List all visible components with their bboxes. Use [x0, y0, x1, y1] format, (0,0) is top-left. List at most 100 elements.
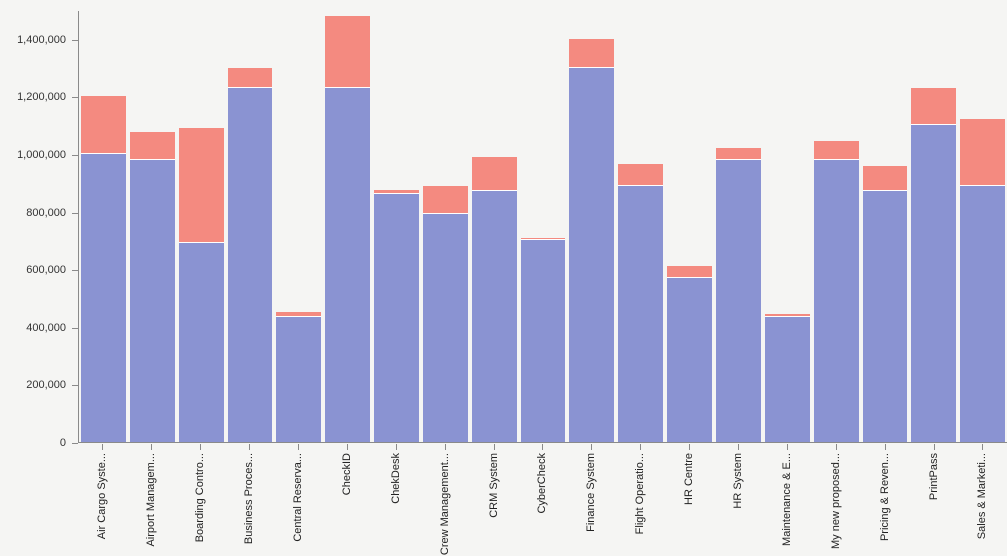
x-axis-category: Maintenance & E... [762, 444, 811, 556]
x-axis-category-label: HR Centre [683, 453, 696, 505]
bar-segment-bottom[interactable] [276, 316, 322, 442]
bar-segment-bottom[interactable] [178, 243, 224, 442]
bar-segment-bottom[interactable] [764, 316, 810, 442]
x-axis-category: Finance System [567, 444, 616, 556]
bar-group[interactable] [567, 11, 616, 442]
bar-segment-bottom[interactable] [471, 191, 517, 442]
bar-segment-bottom[interactable] [911, 125, 957, 442]
bar-segment-bottom[interactable] [374, 194, 419, 442]
x-axis-category-label: My new proposed... [829, 453, 842, 549]
x-axis-tick [346, 444, 348, 450]
x-axis-category: HR Centre [665, 444, 714, 556]
y-axis-tick-label: 600,000 [26, 264, 66, 277]
x-axis-category: HR System [714, 444, 763, 556]
bar-group[interactable] [323, 11, 372, 442]
bar-group[interactable] [274, 11, 323, 442]
bar-segment-top[interactable] [715, 148, 761, 160]
bar-segment-top[interactable] [374, 190, 419, 195]
x-axis-tick [738, 444, 740, 450]
bar-group[interactable] [763, 11, 812, 442]
x-axis-tick [395, 444, 397, 450]
bar-group[interactable] [714, 11, 763, 442]
bar-group[interactable] [177, 11, 226, 442]
x-axis-category: Business Proces... [225, 444, 274, 556]
x-axis-category: Boarding Contro... [176, 444, 225, 556]
x-axis-tick [786, 444, 788, 450]
bar-group[interactable] [665, 11, 714, 442]
bar-segment-bottom[interactable] [325, 87, 371, 442]
bar-segment-bottom[interactable] [862, 191, 908, 442]
x-axis-category-label: Crew Management... [438, 453, 451, 556]
x-axis-category: PrintPass [909, 444, 958, 556]
x-axis-category: CyberCheck [518, 444, 567, 556]
bar-group[interactable] [958, 11, 1007, 442]
bar-segment-bottom[interactable] [81, 154, 126, 442]
bar-segment-top[interactable] [862, 165, 908, 192]
bar-segment-top[interactable] [520, 237, 566, 241]
x-axis-tick [298, 444, 299, 450]
bar-group[interactable] [812, 11, 861, 442]
bar-group[interactable] [128, 11, 177, 442]
bar-segment-top[interactable] [227, 67, 273, 88]
bar-segment-bottom[interactable] [813, 159, 859, 442]
x-axis-category: My new proposed... [811, 444, 860, 556]
bar-segment-bottom[interactable] [618, 185, 664, 442]
bar-group[interactable] [861, 11, 910, 442]
bar-group[interactable] [519, 11, 568, 442]
x-axis-tick [200, 444, 202, 450]
bar-segment-top[interactable] [667, 266, 712, 278]
x-axis-tick [640, 444, 642, 450]
x-axis: Air Cargo Syste... Airport Managem... Boar… [78, 444, 1007, 556]
bar-group[interactable] [226, 11, 275, 442]
x-axis-category-label: Finance System [585, 453, 598, 532]
bar-segment-top[interactable] [813, 141, 859, 160]
y-axis-tick-label: 400,000 [26, 321, 66, 334]
bar-group[interactable] [372, 11, 421, 442]
bar-segment-bottom[interactable] [227, 87, 273, 442]
bar-group[interactable] [909, 11, 958, 442]
bar-segment-bottom[interactable] [667, 277, 712, 442]
bar-group[interactable] [470, 11, 519, 442]
x-axis-tick [151, 444, 153, 450]
bar-segment-top[interactable] [569, 38, 615, 68]
x-axis-category-label: HR System [732, 453, 745, 509]
bar-segment-top[interactable] [911, 87, 957, 126]
bar-group[interactable] [79, 11, 128, 442]
bar-segment-top[interactable] [129, 132, 175, 160]
y-axis-tick-label: 800,000 [26, 206, 66, 219]
y-axis-tick [72, 39, 78, 41]
bar-segment-top[interactable] [422, 185, 468, 215]
bar-group[interactable] [421, 11, 470, 442]
bar-segment-bottom[interactable] [715, 159, 761, 442]
y-axis-tick-label: 1,000,000 [17, 149, 66, 161]
x-axis-category: Air Cargo Syste... [78, 444, 127, 556]
bar-segment-bottom[interactable] [520, 240, 566, 442]
x-axis-category: ChekDesk [371, 444, 420, 556]
x-axis-category: Airport Managem... [127, 444, 176, 556]
x-axis-category-label: Flight Operatio... [634, 453, 647, 535]
bar-segment-top[interactable] [325, 15, 371, 88]
x-axis-tick [591, 444, 593, 450]
bar-segment-top[interactable] [764, 313, 810, 317]
bar-segment-bottom[interactable] [569, 67, 615, 442]
bar-segment-top[interactable] [960, 119, 1006, 186]
bar-segment-top[interactable] [471, 156, 517, 192]
x-axis-category-label: Boarding Contro... [194, 453, 207, 543]
x-axis-tick [444, 444, 446, 450]
bar-segment-bottom[interactable] [129, 159, 175, 442]
bar-segment-bottom[interactable] [422, 214, 468, 442]
bar-segment-top[interactable] [618, 164, 664, 186]
bar-segment-top[interactable] [81, 96, 126, 154]
x-axis-tick [835, 444, 837, 450]
x-axis-category: Crew Management... [420, 444, 469, 556]
y-axis-tick-label: 0 [59, 437, 66, 449]
bar-segment-top[interactable] [276, 312, 322, 317]
plot-area [78, 11, 1007, 443]
bar-group[interactable] [616, 11, 665, 442]
bar-segment-top[interactable] [178, 128, 224, 244]
y-axis-tick-label: 200,000 [26, 379, 66, 392]
x-axis-category-label: CRM System [487, 453, 500, 518]
bar-segment-bottom[interactable] [960, 185, 1006, 442]
x-axis-tick [249, 444, 251, 450]
